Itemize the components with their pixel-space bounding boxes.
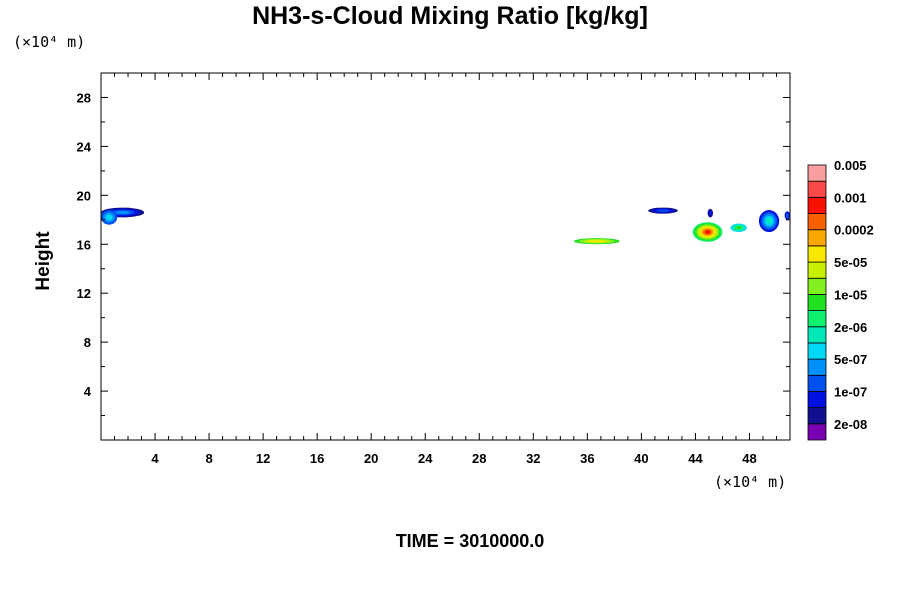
cloud-contour-1-2	[105, 214, 113, 221]
chart-title: NH3-s-Cloud Mixing Ratio [kg/kg]	[252, 2, 648, 30]
x-tick-label: 24	[418, 451, 433, 466]
colorbar-swatch	[807, 245, 827, 263]
y-tick-label: 24	[77, 139, 92, 154]
colorbar-swatch	[807, 358, 827, 376]
colorbar-swatch	[807, 391, 827, 409]
colorbar-label: 5e-05	[834, 255, 867, 270]
cloud-contour-7-4	[766, 218, 772, 225]
colorbar-label: 0.005	[834, 158, 867, 173]
y-tick-label: 28	[77, 90, 91, 105]
colorbar-swatch	[807, 277, 827, 295]
x-axis-unit: (×10⁴ m)	[714, 473, 787, 491]
x-tick-label: 40	[634, 451, 648, 466]
colorbar-label: 1e-05	[834, 287, 867, 302]
colorbar-swatch	[807, 407, 827, 425]
cloud-contour-0-3	[115, 210, 130, 215]
colorbar-swatch	[807, 180, 827, 198]
colorbar-label: 2e-08	[834, 417, 867, 432]
colorbar-swatch	[807, 342, 827, 360]
colorbar-label: 5e-07	[834, 352, 867, 367]
x-tick-label: 36	[580, 451, 594, 466]
cloud-contour-3-2	[656, 209, 670, 212]
x-tick-label: 28	[472, 451, 486, 466]
colorbar-swatch	[807, 423, 827, 441]
y-tick-label: 20	[77, 188, 91, 203]
colorbar-label: 0.0002	[834, 223, 874, 238]
cloud-contour-6-3	[735, 226, 742, 230]
colorbar-swatch	[807, 196, 827, 214]
colorbar-label: 0.001	[834, 190, 867, 205]
colorbar-swatch	[807, 164, 827, 182]
colorbar-swatch	[807, 294, 827, 311]
colorbar-swatch	[807, 229, 827, 247]
cloud-contour-5-1	[708, 210, 712, 216]
cloud-contour-2-3	[589, 240, 605, 243]
colorbar-swatch	[807, 310, 827, 328]
cloud-contour-8-1	[785, 212, 789, 219]
y-tick-label: 8	[84, 335, 91, 350]
colorbar-swatch	[807, 374, 827, 392]
x-tick-label: 8	[205, 451, 212, 466]
y-axis-unit: (×10⁴ m)	[13, 33, 86, 51]
y-tick-label: 16	[77, 237, 91, 252]
x-tick-label: 32	[526, 451, 540, 466]
plot-frame	[100, 72, 791, 441]
time-label: TIME = 3010000.0	[395, 531, 545, 551]
x-tick-label: 4	[151, 451, 159, 466]
y-tick-label: 12	[77, 286, 91, 301]
colorbar-label: 2e-06	[834, 320, 867, 335]
x-tick-label: 48	[742, 451, 756, 466]
x-tick-label: 20	[364, 451, 378, 466]
x-tick-label: 16	[310, 451, 324, 466]
x-tick-label: 44	[688, 451, 703, 466]
colorbar-swatch	[807, 261, 827, 279]
colorbar-swatch	[807, 213, 827, 231]
colorbar-swatch	[807, 326, 827, 344]
cloud-contour-4-7	[704, 230, 711, 234]
colorbar-label: 1e-07	[834, 384, 867, 399]
y-tick-label: 4	[84, 384, 92, 399]
x-tick-label: 12	[256, 451, 270, 466]
